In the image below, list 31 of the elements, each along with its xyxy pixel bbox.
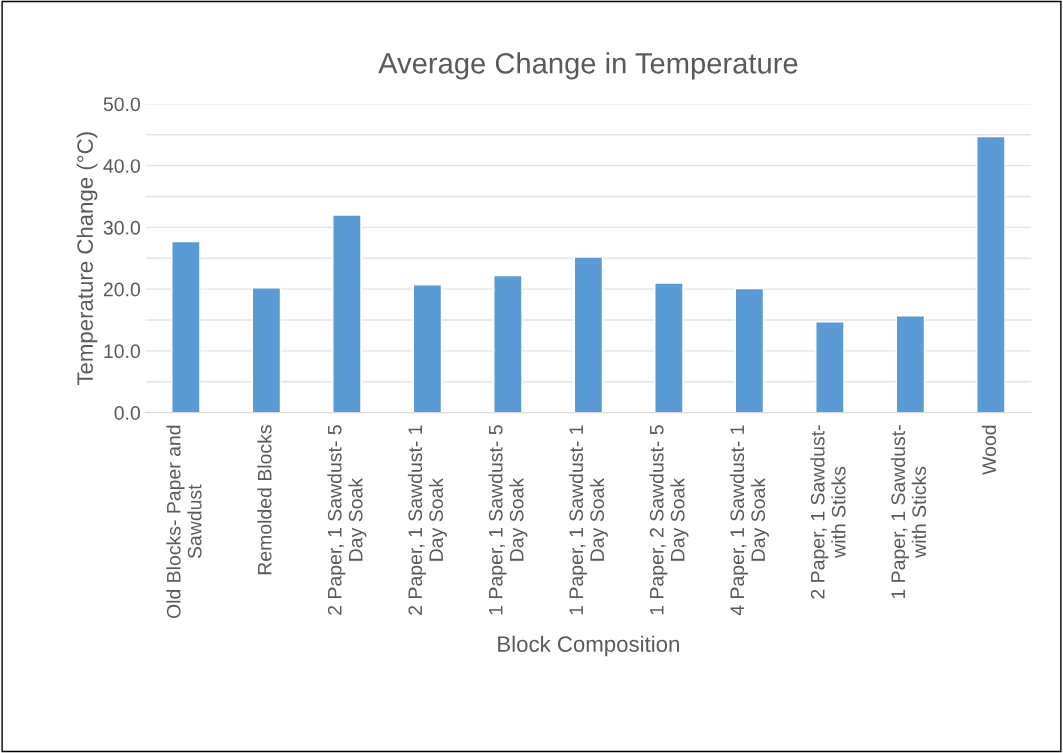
y-tick-label: 40.0 <box>103 159 141 173</box>
bar <box>251 287 282 413</box>
x-tick-label: 1 Paper, 1 Sawdust- with Sticks <box>890 425 927 599</box>
bar <box>815 321 845 413</box>
bar <box>976 135 1006 413</box>
bar <box>412 284 443 413</box>
bar <box>171 240 201 413</box>
bar <box>654 282 684 413</box>
x-tick-label: 1 Paper, 2 Sawdust- 5 Day Soak <box>649 425 689 615</box>
bar <box>493 274 523 413</box>
y-tick-label: 20.0 <box>103 282 141 297</box>
bar <box>734 287 765 413</box>
y-tick-label: 0.0 <box>114 406 141 420</box>
y-tick-label: 50.0 <box>103 97 141 112</box>
x-tick-label: Remolded Blocks <box>257 425 272 575</box>
x-tick-label: 4 Paper, 1 Sawdust- 1 Day Soak <box>729 425 769 616</box>
x-tick-label: 2 Paper, 1 Sawdust- with Sticks <box>810 425 846 599</box>
y-tick-label: 10.0 <box>104 344 141 359</box>
bar <box>332 214 362 413</box>
x-tick-label: 2 Paper, 1 Sawdust- 5 Day Soak <box>327 425 367 615</box>
chart-title: Average Change in Temperature <box>378 52 798 80</box>
y-tick-label: 30.0 <box>103 220 141 235</box>
bar <box>895 315 926 413</box>
x-tick-label: 2 Paper, 1 Sawdust- 1 Day Soak <box>407 425 447 615</box>
x-tick-label: 1 Paper, 1 Sawdust- 5 Day Soak <box>488 425 528 615</box>
y-axis-title: Temperature Change (°C) <box>76 132 98 386</box>
x-tick-label: Wood <box>981 425 997 475</box>
x-tick-label: 1 Paper, 1 Sawdust- 1 Day Soak <box>568 425 608 615</box>
x-axis-title: Block Composition <box>498 635 679 657</box>
x-tick-label: Old Blocks- Paper and Sawdust <box>166 425 202 619</box>
bar <box>573 256 604 413</box>
